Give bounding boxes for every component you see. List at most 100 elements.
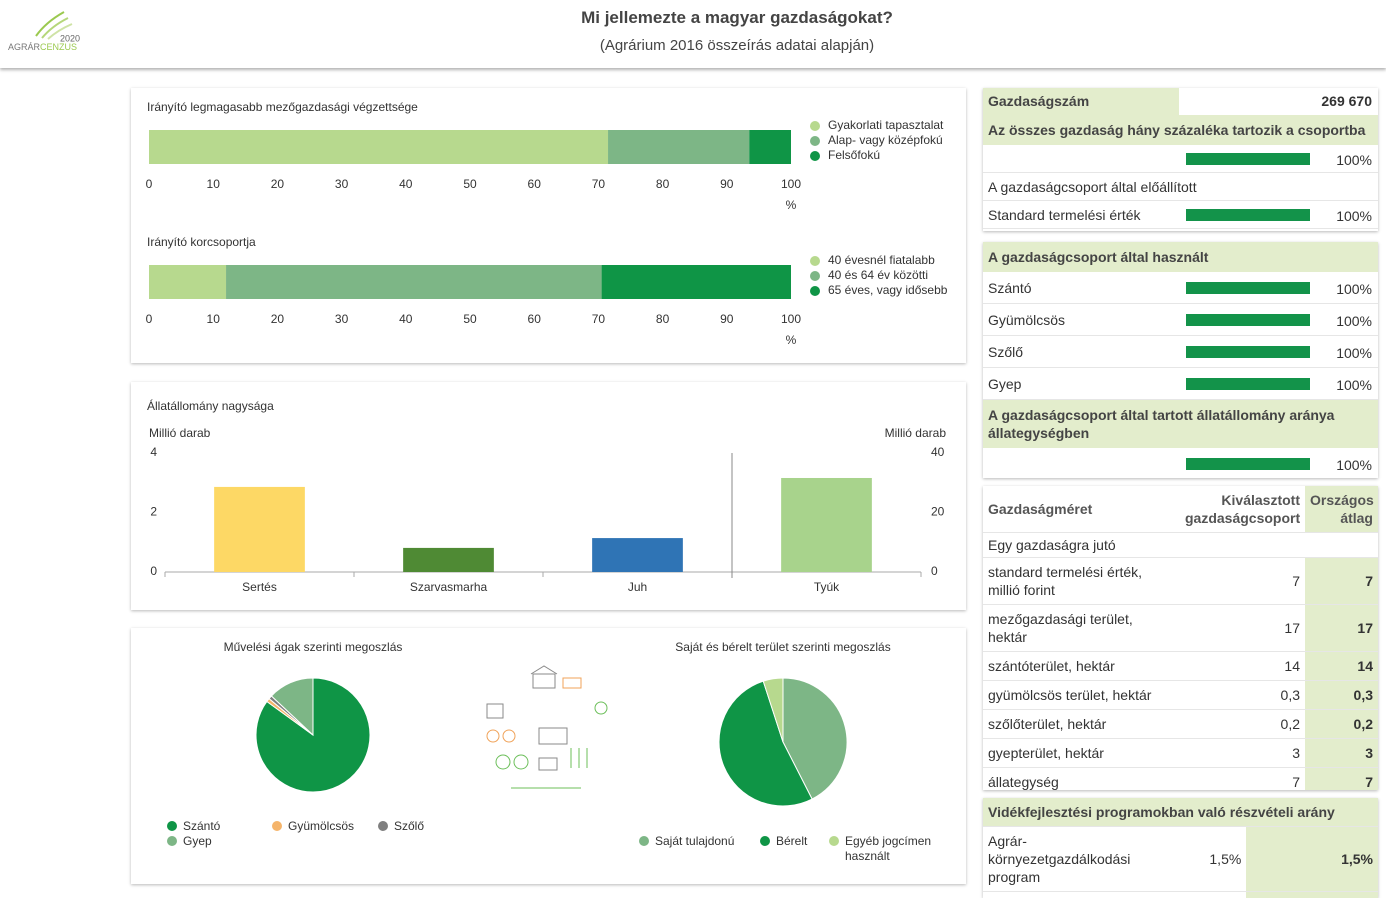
logo-text: AGRÁRCENZUS [8,42,77,52]
panel-row: Szántó 100% [983,272,1378,304]
bar [592,538,683,572]
legend-marker [272,821,282,831]
logo-leaf [47,23,73,40]
table-row: Egy gazdaságra jutó [983,532,1378,558]
row-label: Gyep [988,375,1022,392]
panel-title: A gazdaságcsoport által használt [983,242,1378,272]
illustration-tractor [538,757,558,771]
pie-slice [718,680,813,807]
x-tick-label: 30 [335,177,349,191]
legend-label: Felsőfokú [828,148,880,162]
table-cell: állategység [983,767,1180,790]
legend-label: 40 évesnél fiatalabb [828,253,935,267]
table-row: szántóterület, hektár 14 14 [983,651,1378,681]
row-value: 100% [1336,312,1372,329]
legend-marker [639,836,649,846]
legend-label: Szőlő [394,819,425,833]
row-value: 100% [1336,207,1372,224]
panel-title: A gazdaságcsoport által tartott állatáll… [983,400,1378,448]
table-cell: standard termelési érték, millió forint [983,557,1180,605]
chart-title: Állatállomány nagysága [147,398,274,413]
legend-marker [760,836,770,846]
bar-track [1186,208,1310,221]
legend-label: 40 és 64 év közötti [828,268,928,282]
legend-label: 65 éves, vagy idősebb [828,283,948,297]
pie-slice [762,677,784,743]
chart-title: Irányító legmagasabb mezőgazdasági végze… [147,100,418,114]
illustration [486,665,608,789]
x-tick-label: 100 [781,312,801,326]
bar [781,477,872,572]
stacked-bar-charts: Irányító legmagasabb mezőgazdasági végze… [146,100,948,347]
bar-chart: Állatállomány nagysága Millió darab Millió… [147,398,946,594]
header-cell: Országos átlag [1305,486,1378,533]
illustration-crops [570,748,588,768]
table-cell: 2,8% [1114,891,1247,898]
x-tick-label: 50 [463,312,477,326]
x-tick-label: 100 [781,177,801,191]
table-cell: 1,5% [1246,826,1378,892]
row-label: A gazdaságcsoport által előállított [988,178,1197,195]
bar-segment [226,265,602,299]
illustration-truck [538,727,568,745]
logo-leaf [41,17,69,39]
rural-table: Vidékfejlesztési programokban való részv… [983,798,1378,898]
card-rural: Vidékfejlesztési programokban való részv… [983,798,1378,898]
x-tick-label: Tyúk [814,580,840,594]
legend-label: Szántó [183,819,221,833]
legend-marker [810,256,820,266]
x-tick-label: Sertés [242,580,277,594]
table-title: Vidékfejlesztési programokban való részv… [983,798,1378,827]
table-row: Agrár-környezetgazdálkodási program 1,5% 1… [983,826,1378,892]
x-tick-label: 80 [656,312,670,326]
chart-title: Művelési ágak szerinti megoszlás [224,640,403,654]
bar-track [1186,345,1310,358]
count-label: Gazdaságszám [983,88,1179,115]
bar [1186,281,1310,294]
bar-track [1186,377,1310,390]
x-tick-label: 20 [271,312,285,326]
logo-text-left: AGRÁR [8,42,41,52]
logo-text-right: CENZUS [40,42,77,52]
x-tick-label: 40 [399,312,413,326]
table-cell: 17 [1180,604,1305,652]
illustration-tree [594,701,608,715]
legend-marker [810,271,820,281]
panel-row: A gazdaságcsoport által előállított [983,173,1378,201]
legend-item: Saját tulajdonú [639,834,734,849]
legend-label: Gyep [183,834,212,848]
panel-row: Gyep 100% [983,368,1378,400]
table-cell: 14 [1180,651,1305,681]
title-row: Vidékfejlesztési programokban való részv… [983,798,1378,827]
legend-marker [810,151,820,161]
legend-item: Gyep [167,834,212,849]
illustration-tree [495,754,511,770]
logo-year: 2020 [60,33,80,43]
illustration-bale [486,729,500,743]
pie-charts: Művelési ágak szerinti megoszlás Saját és… [224,640,891,807]
row-label: Standard termelési érték [988,206,1141,223]
row-value: 100% [1336,280,1372,297]
x-tick-label: 80 [656,177,670,191]
table-cell: 0,3 [1180,680,1305,710]
page-title: Mi jellemezte a magyar gazdaságokat? [581,8,893,27]
table-row: standard termelési érték, millió forint 7… [983,557,1378,605]
x-tick-label: 70 [592,312,606,326]
legend-item: Szőlő [378,819,424,834]
y2-tick-label: 20 [931,505,945,519]
table-cell: 3 [1180,738,1305,768]
x-tick-label: 60 [528,177,542,191]
legend-label: Egyéb jogcímen használt [845,834,932,863]
row-label: Szántó [988,279,1032,296]
card-farm-size: Gazdaságméret Kiválasztott gazdaságcsopor… [983,486,1378,790]
panel-row: Szőlő 100% [983,336,1378,368]
table-cell: Agrár-környezetgazdálkodási program [983,826,1130,892]
y-tick-label: 4 [150,445,157,459]
header-row: Gazdaságméret Kiválasztott gazdaságcsopor… [983,486,1378,533]
row-value: 100% [1336,151,1372,168]
illustration-bale [502,729,516,743]
row-value: 100% [1336,456,1372,473]
table-cell: 7 [1180,767,1305,790]
x-tick-label: 40 [399,177,413,191]
table-cell: 0,2 [1305,709,1378,739]
